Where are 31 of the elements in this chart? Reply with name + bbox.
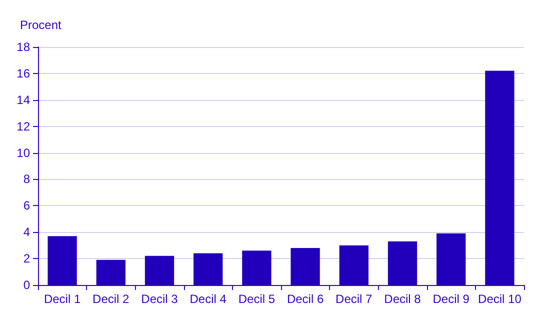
bar — [144, 256, 174, 285]
x-tick-label: Decil 8 — [384, 292, 422, 306]
y-tick-label: 12 — [16, 119, 30, 134]
bar — [485, 70, 514, 285]
bar — [96, 260, 126, 285]
y-tick-label: 14 — [16, 92, 30, 107]
bar — [388, 241, 418, 285]
bar — [339, 245, 368, 285]
x-tick-label: Decil 9 — [432, 292, 470, 306]
x-tick-label: Decil 1 — [44, 292, 81, 306]
y-tick-label: 2 — [23, 252, 30, 266]
bar — [436, 233, 466, 285]
y-tick-label: 0 — [23, 278, 30, 292]
x-tick-label: Decil 7 — [336, 292, 373, 306]
x-tick-label: Decil 6 — [286, 292, 324, 306]
y-tick-label: 8 — [23, 172, 30, 186]
y-axis-title: Procent — [20, 18, 62, 32]
y-tick-label: 4 — [23, 225, 30, 240]
y-tick-label: 10 — [16, 146, 30, 160]
x-tick-label: Decil 2 — [92, 292, 130, 306]
x-tick-label: Decil 5 — [238, 292, 276, 306]
y-tick-label: 18 — [16, 40, 30, 54]
y-tick-label: 6 — [23, 198, 30, 213]
x-tick-label: Decil 4 — [190, 292, 227, 306]
x-tick-label: Decil 3 — [141, 292, 178, 306]
bar — [194, 253, 223, 285]
x-tick-label: Decil 10 — [478, 292, 522, 306]
bar — [290, 248, 320, 285]
bar — [48, 236, 77, 285]
bar — [242, 250, 272, 285]
y-tick-label: 16 — [16, 66, 30, 80]
